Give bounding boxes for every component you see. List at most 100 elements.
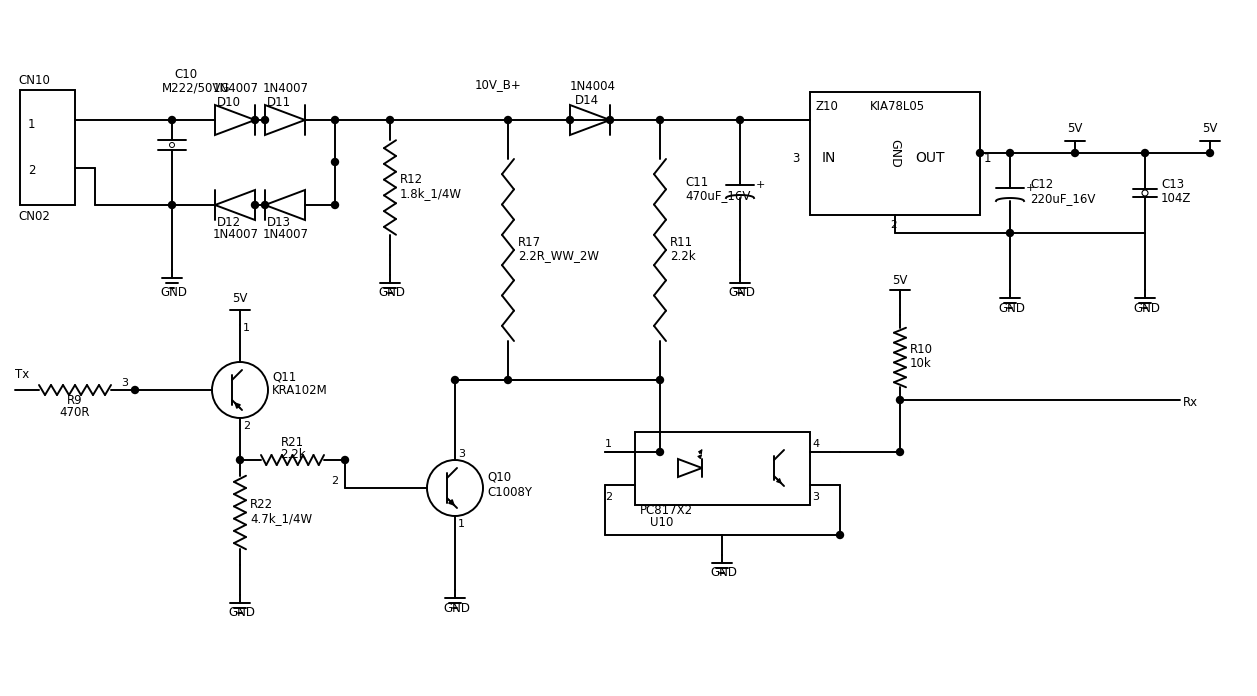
- Circle shape: [896, 448, 904, 455]
- Text: D10: D10: [217, 95, 241, 109]
- Circle shape: [342, 457, 348, 464]
- Text: 2: 2: [331, 476, 338, 486]
- Text: CN02: CN02: [18, 210, 50, 223]
- Text: GND: GND: [160, 285, 187, 299]
- Circle shape: [251, 202, 259, 209]
- Text: R10: R10: [910, 343, 933, 356]
- Text: 10V_B+: 10V_B+: [475, 79, 522, 91]
- Text: 1: 1: [984, 152, 992, 164]
- Circle shape: [1141, 150, 1149, 157]
- Text: 2: 2: [890, 220, 896, 230]
- Text: 104Z: 104Z: [1161, 193, 1192, 205]
- Text: GND: GND: [1133, 301, 1160, 315]
- Text: Q11: Q11: [272, 370, 297, 383]
- Text: 2: 2: [28, 164, 35, 177]
- Text: GND: GND: [378, 285, 405, 299]
- Text: CN10: CN10: [18, 74, 50, 86]
- Text: Tx: Tx: [15, 368, 29, 381]
- Text: 1.8k_1/4W: 1.8k_1/4W: [400, 187, 463, 200]
- Circle shape: [896, 397, 904, 404]
- Text: 3: 3: [121, 378, 128, 388]
- Bar: [810, 92, 980, 215]
- Circle shape: [567, 116, 573, 123]
- Circle shape: [451, 377, 459, 383]
- Text: C11: C11: [685, 175, 708, 189]
- Bar: [635, 432, 810, 505]
- Text: 2.2k: 2.2k: [280, 448, 305, 461]
- Text: 3: 3: [458, 449, 465, 459]
- Circle shape: [251, 116, 259, 123]
- Text: 220uF_16V: 220uF_16V: [1029, 193, 1095, 205]
- Text: OUT: OUT: [915, 151, 944, 165]
- Text: KIA78L05: KIA78L05: [870, 100, 925, 113]
- Circle shape: [1007, 230, 1013, 237]
- Circle shape: [504, 377, 512, 383]
- Text: D13: D13: [266, 216, 292, 228]
- Circle shape: [332, 159, 338, 166]
- Text: 1N4007: 1N4007: [212, 83, 259, 95]
- Circle shape: [1143, 190, 1148, 196]
- Text: D14: D14: [574, 93, 600, 106]
- Circle shape: [977, 150, 983, 157]
- Text: GND: GND: [728, 285, 755, 299]
- Text: D11: D11: [266, 95, 292, 109]
- Text: U10: U10: [650, 516, 674, 530]
- Text: R22: R22: [250, 498, 273, 511]
- Text: 5V: 5V: [892, 274, 908, 287]
- Text: 10k: 10k: [910, 357, 931, 370]
- Text: 2.2R_WW_2W: 2.2R_WW_2W: [518, 249, 600, 262]
- Text: 1N4007: 1N4007: [263, 228, 309, 242]
- Text: 3: 3: [812, 492, 820, 502]
- Circle shape: [656, 116, 664, 123]
- Text: KRA102M: KRA102M: [272, 384, 328, 397]
- Bar: [20, 90, 75, 205]
- Text: C12: C12: [1029, 178, 1053, 191]
- Circle shape: [332, 116, 338, 123]
- Circle shape: [1071, 150, 1079, 157]
- Text: C1008Y: C1008Y: [486, 486, 532, 498]
- Text: +: +: [755, 180, 766, 190]
- Circle shape: [261, 202, 269, 209]
- Circle shape: [1007, 150, 1013, 157]
- Text: 2: 2: [605, 492, 612, 502]
- Text: R17: R17: [518, 235, 541, 248]
- Text: Rx: Rx: [1183, 397, 1198, 409]
- Text: 1: 1: [28, 118, 35, 132]
- Circle shape: [606, 116, 613, 123]
- Circle shape: [386, 116, 393, 123]
- Circle shape: [261, 116, 269, 123]
- Circle shape: [332, 202, 338, 209]
- Text: Q10: Q10: [486, 470, 512, 484]
- Text: 3: 3: [792, 152, 799, 164]
- Text: 470R: 470R: [60, 406, 91, 418]
- Text: PC817X2: PC817X2: [640, 503, 693, 516]
- Text: R21: R21: [280, 436, 304, 448]
- Text: GND: GND: [889, 139, 901, 167]
- Circle shape: [656, 377, 664, 383]
- Text: Z10: Z10: [815, 100, 838, 113]
- Text: C13: C13: [1161, 178, 1184, 191]
- Text: C10: C10: [173, 68, 197, 81]
- Circle shape: [170, 143, 175, 148]
- Text: D12: D12: [217, 216, 241, 228]
- Text: 470uF_16V: 470uF_16V: [685, 189, 750, 203]
- Circle shape: [132, 386, 138, 393]
- Text: 4.7k_1/4W: 4.7k_1/4W: [250, 512, 312, 525]
- Circle shape: [236, 457, 244, 464]
- Text: 1: 1: [605, 439, 612, 449]
- Text: +: +: [1026, 183, 1036, 193]
- Text: 1: 1: [243, 323, 250, 333]
- Text: 5V: 5V: [1202, 122, 1218, 134]
- Text: R12: R12: [400, 173, 424, 186]
- Text: 4: 4: [812, 439, 820, 449]
- Text: 5V: 5V: [233, 292, 248, 305]
- Text: GND: GND: [442, 601, 470, 615]
- Text: GND: GND: [710, 567, 737, 580]
- Text: IN: IN: [822, 151, 836, 165]
- Text: 1N4004: 1N4004: [569, 81, 616, 93]
- Text: GND: GND: [228, 606, 255, 619]
- Text: 2: 2: [243, 421, 250, 431]
- Circle shape: [836, 532, 843, 539]
- Text: 1N4007: 1N4007: [263, 83, 309, 95]
- Text: 5V: 5V: [1067, 122, 1082, 134]
